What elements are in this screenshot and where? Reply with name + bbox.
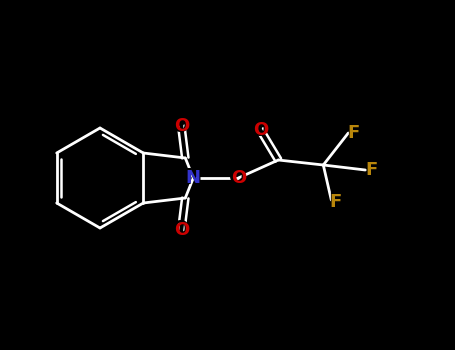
Text: O: O [172,116,190,136]
Text: F: F [365,161,378,179]
Text: N: N [185,168,202,188]
Text: O: O [229,168,247,188]
Text: F: F [347,124,359,142]
Text: O: O [174,117,189,135]
Text: F: F [364,160,379,180]
Text: N: N [186,169,201,187]
Text: O: O [172,220,190,240]
Text: O: O [252,120,269,140]
Text: O: O [231,169,246,187]
Text: O: O [253,121,268,139]
Text: O: O [174,221,189,239]
Text: F: F [329,193,341,211]
Text: F: F [346,123,360,143]
Text: F: F [328,192,343,212]
